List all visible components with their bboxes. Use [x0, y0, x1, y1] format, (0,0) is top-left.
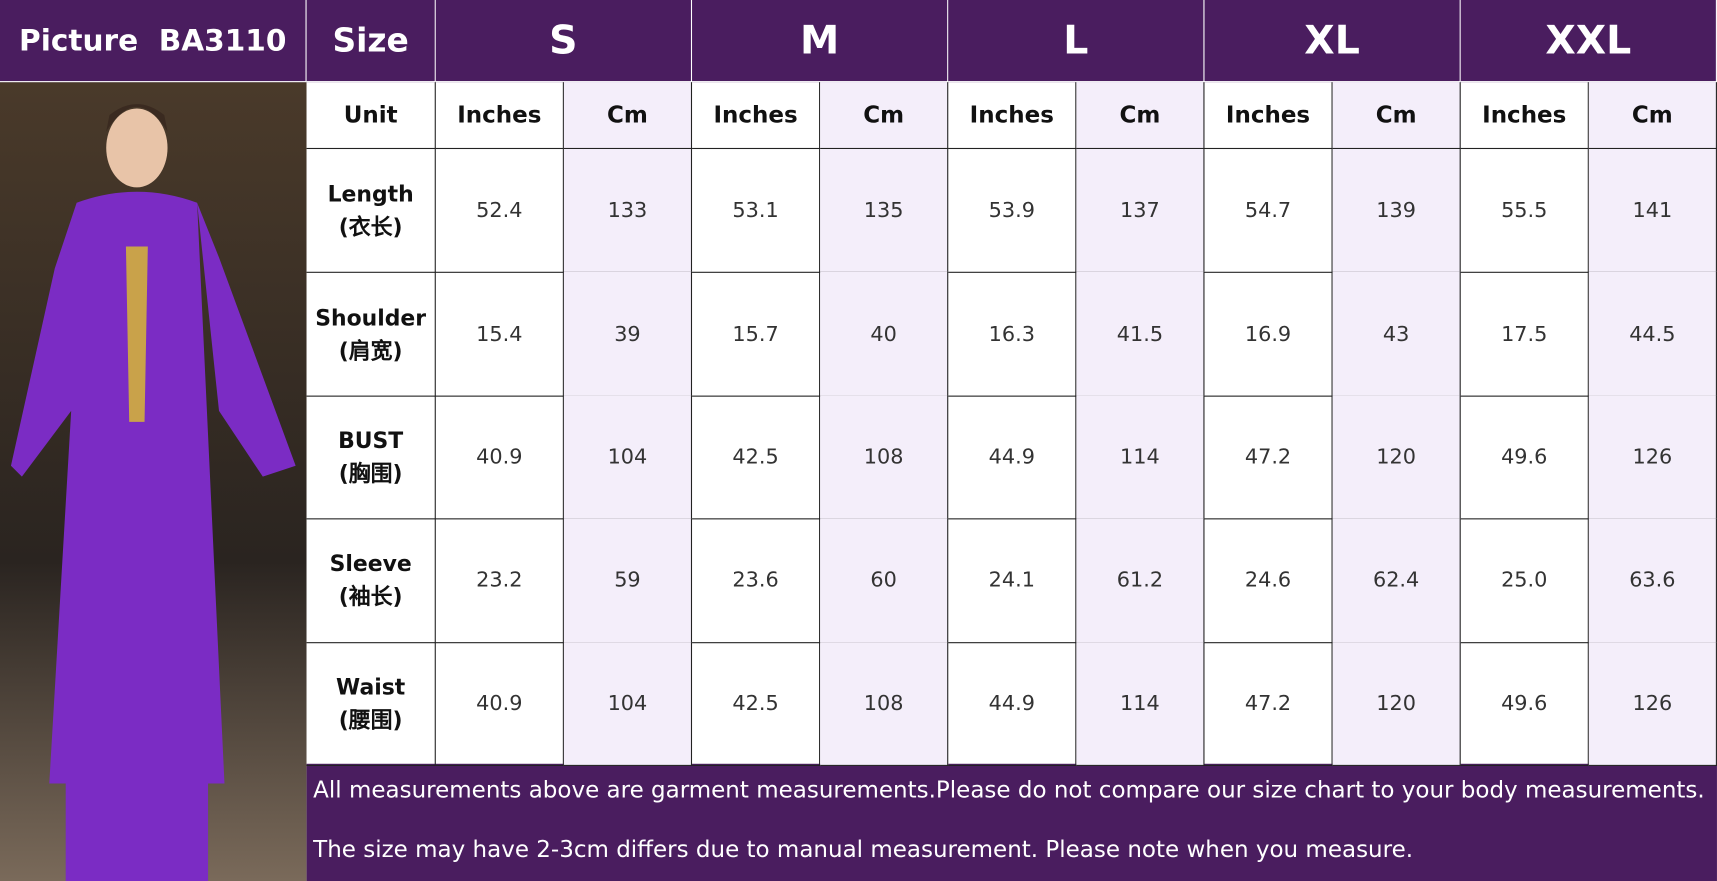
row-label-text: (胸围) — [338, 460, 403, 487]
row-label: BUST (胸围) — [306, 395, 436, 520]
value-cell: 49.6 — [1460, 641, 1589, 766]
value-cell: 62.4 — [1332, 518, 1461, 643]
unit-header: Inches — [1204, 82, 1333, 150]
value-cell: 114 — [1076, 395, 1205, 520]
row-label-text: (袖长) — [338, 583, 403, 610]
value-cell: 24.1 — [948, 518, 1077, 643]
unit-header: Inches — [1460, 82, 1589, 150]
value-cell: 53.9 — [948, 149, 1077, 274]
value-cell: 133 — [563, 149, 693, 274]
unit-header: Inches — [692, 82, 821, 150]
unit-header: Inches — [948, 82, 1077, 150]
value-cell: 126 — [1588, 395, 1717, 520]
unit-label: Unit — [306, 82, 436, 150]
value-cell: 43 — [1332, 272, 1461, 397]
note: The size may have 2-3cm differs due to m… — [313, 836, 1414, 863]
value-cell: 16.3 — [948, 272, 1077, 397]
size-header: L — [948, 0, 1205, 83]
value-cell: 52.4 — [435, 149, 564, 274]
value-cell: 15.4 — [435, 272, 564, 397]
value-cell: 54.7 — [1204, 149, 1333, 274]
unit-header: Cm — [1332, 82, 1461, 150]
value-cell: 41.5 — [1076, 272, 1205, 397]
value-cell: 47.2 — [1204, 395, 1333, 520]
value-cell: 44.9 — [948, 641, 1077, 766]
value-cell: 120 — [1332, 395, 1461, 520]
value-cell: 141 — [1588, 149, 1717, 274]
row-label-text: Sleeve — [329, 550, 412, 577]
value-cell: 42.5 — [692, 395, 821, 520]
row-label: Shoulder (肩宽) — [306, 272, 436, 397]
value-cell: 42.5 — [692, 641, 821, 766]
value-cell: 16.9 — [1204, 272, 1333, 397]
row-label-text: BUST — [338, 427, 404, 454]
value-cell: 120 — [1332, 641, 1461, 766]
value-cell: 55.5 — [1460, 149, 1589, 274]
row-label: Sleeve (袖长) — [306, 518, 436, 643]
unit-header: Cm — [1588, 82, 1717, 150]
value-cell: 40.9 — [435, 395, 564, 520]
unit-header: Cm — [1076, 82, 1205, 150]
value-cell: 44.5 — [1588, 272, 1717, 397]
row-label-text: Waist — [336, 673, 406, 700]
row-label-text: (肩宽) — [338, 337, 403, 364]
value-cell: 108 — [820, 641, 949, 766]
value-cell: 39 — [563, 272, 693, 397]
unit-header: Cm — [820, 82, 949, 150]
row-label-text: (腰围) — [338, 706, 403, 733]
value-cell: 40 — [820, 272, 949, 397]
value-cell: 49.6 — [1460, 395, 1589, 520]
row-label-text: (衣长) — [338, 213, 403, 241]
value-cell: 137 — [1076, 149, 1205, 274]
value-cell: 108 — [820, 395, 949, 520]
picture-label: Picture BA3110 — [0, 0, 307, 83]
value-cell: 104 — [563, 641, 693, 766]
row-label: Length (衣长) — [306, 149, 436, 274]
row-label-text: Shoulder — [315, 304, 427, 331]
value-cell: 126 — [1588, 641, 1717, 766]
value-cell: 23.6 — [692, 518, 821, 643]
value-cell: 15.7 — [692, 272, 821, 397]
unit-header: Inches — [435, 82, 564, 150]
value-cell: 40.9 — [435, 641, 564, 766]
value-cell: 47.2 — [1204, 641, 1333, 766]
notes: All measurements above are garment measu… — [306, 763, 1717, 881]
row-label-text: Length — [327, 181, 414, 208]
row-label: Waist (腰围) — [306, 641, 436, 766]
value-cell: 114 — [1076, 641, 1205, 766]
note: All measurements above are garment measu… — [313, 776, 1705, 804]
value-cell: 25.0 — [1460, 518, 1589, 643]
product-photo — [0, 82, 307, 881]
size-header: M — [692, 0, 949, 83]
size-header: S — [435, 0, 693, 83]
size-header: XXL — [1460, 0, 1717, 83]
value-cell: 63.6 — [1588, 518, 1717, 643]
value-cell: 61.2 — [1076, 518, 1205, 643]
unit-header: Cm — [563, 82, 693, 150]
size-header: XL — [1204, 0, 1461, 83]
value-cell: 17.5 — [1460, 272, 1589, 397]
size-label: Size — [306, 0, 436, 83]
value-cell: 60 — [820, 518, 949, 643]
value-cell: 24.6 — [1204, 518, 1333, 643]
value-cell: 139 — [1332, 149, 1461, 274]
value-cell: 44.9 — [948, 395, 1077, 520]
value-cell: 53.1 — [692, 149, 821, 274]
value-cell: 104 — [563, 395, 693, 520]
value-cell: 23.2 — [435, 518, 564, 643]
value-cell: 59 — [563, 518, 693, 643]
value-cell: 135 — [820, 149, 949, 274]
